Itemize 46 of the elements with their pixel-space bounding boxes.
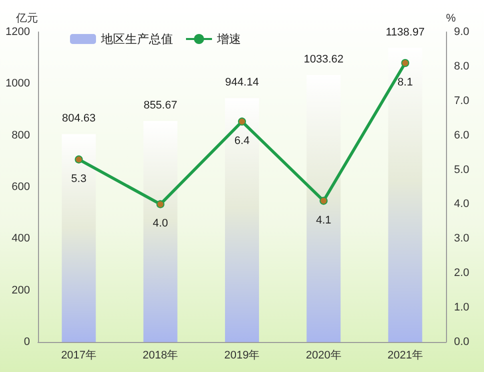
data-label: 944.14 [225,76,259,89]
y2-tick-label: 8.0 [454,60,470,72]
point [74,155,83,164]
data-label: 1033.62 [304,53,344,66]
data-label: 4.1 [316,214,332,226]
point [238,118,246,126]
data-label: 6.4 [234,135,250,148]
y-tick-label: 800 [12,129,30,142]
point [156,200,164,208]
y2-tick-label: 4.0 [454,198,470,210]
x-tick-label: 2018年 [142,350,178,362]
y-tick-label: 0 [24,336,30,348]
y-axis-title: 亿元 [15,12,38,24]
y2-tick-label: 2.0 [454,267,470,280]
y2-tick-label: 3.0 [454,232,470,245]
data-label: 1138.97 [386,26,425,38]
y2-tick-label: 6.0 [454,129,470,142]
x-tick-label: 2019年 [224,350,260,362]
y-tick-label: 400 [12,232,30,245]
data-label: 804.63 [62,112,96,125]
data-label: 855.67 [144,99,178,112]
bar [306,74,341,342]
data-label: 5.3 [71,172,86,185]
bar [143,120,178,342]
data-label: 8.1 [398,76,413,88]
y-tick-label: 600 [12,181,30,193]
bar [388,48,422,342]
legend-label: 地区生产总值 [100,32,173,46]
x-tick-label: 2017年 [61,350,97,362]
y2-tick-label: 7.0 [454,94,470,107]
data-label: 4.0 [152,218,168,230]
y2-tick-label: 9.0 [454,26,470,38]
point [320,196,328,205]
y-tick-label: 200 [12,284,30,296]
y-tick-label: 1200 [6,26,30,38]
x-tick-label: 2020年 [306,350,342,362]
y2-tick-label: 1.0 [454,302,470,314]
point [401,59,410,67]
y2-tick-label: 0.0 [454,336,470,348]
bar [62,134,96,342]
x-tick-label: 2021年 [387,350,423,362]
bar [225,98,259,342]
y2-tick-label: 5.0 [454,164,470,176]
y2-axis-title: % [446,12,456,24]
y-tick-label: 1000 [6,78,30,90]
legend-label: 增速 [216,32,241,46]
